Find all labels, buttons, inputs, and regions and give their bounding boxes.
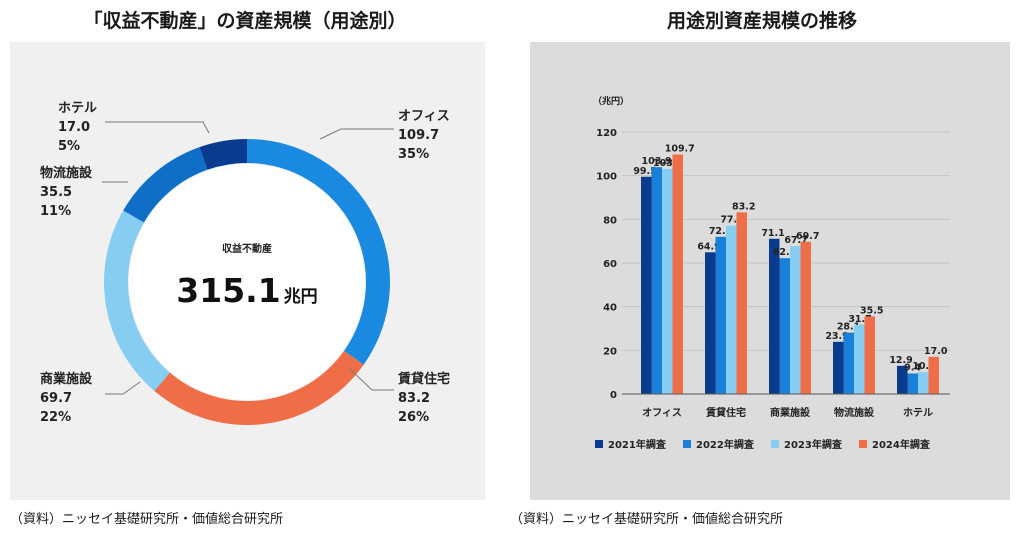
x-category-label-1: 賃貸住宅 — [705, 406, 746, 419]
bar-3-1 — [843, 332, 854, 394]
donut-slice-2 — [103, 210, 170, 391]
bar-chart-panel: （兆円） 0 20 40 60 80 100 120 99.5 103.9 103.1 109.7 オフ… — [530, 42, 1010, 500]
donut-slice-3 — [123, 147, 208, 223]
bar-2-1 — [779, 258, 790, 394]
donut-label-value-2: 69.7 — [40, 391, 72, 406]
donut-chart: オフィス 109.7 35% 賃貸住宅 83.2 26% 商業施設 69.7 22% 物流施設 35… — [40, 101, 450, 426]
bar-3-0 — [833, 341, 844, 394]
bar-1-3 — [736, 212, 747, 394]
bar-1-0 — [705, 252, 716, 394]
donut-label-value-4: 17.0 — [58, 120, 90, 135]
donut-center-total: 315.1 兆円 — [176, 271, 317, 310]
donut-label-value-0: 109.7 — [398, 128, 439, 143]
y-tick-label-5: 100 — [596, 172, 617, 183]
bar-chart-title: 用途別資産規模の推移 — [666, 10, 857, 32]
bar-value-label-2-0: 71.1 — [761, 228, 784, 239]
source-note-right: （資料）ニッセイ基礎研究所・価値総合研究所 — [510, 512, 784, 527]
legend-label-0: 2021年調査 — [608, 438, 667, 451]
donut-leader-line-1 — [349, 368, 394, 391]
donut-label-name-3: 物流施設 — [40, 165, 93, 181]
bar-value-label-1-0: 64.9 — [697, 241, 720, 252]
donut-hole — [129, 164, 365, 400]
bar-value-label-2-1: 62.2 — [773, 247, 796, 258]
bar-value-label-2-2: 67.7 — [784, 235, 807, 246]
bar-value-label-0-3: 109.7 — [665, 143, 695, 154]
bar-2-0 — [769, 238, 780, 394]
donut-label-pct-1: 26% — [398, 410, 429, 425]
bar-1-1 — [715, 236, 726, 394]
donut-slice-1 — [154, 350, 364, 426]
bar-value-label-3-3: 35.5 — [860, 305, 883, 316]
donut-label-name-0: オフィス — [398, 109, 450, 124]
y-axis-unit-label: （兆円） — [593, 95, 629, 107]
bar-value-label-4-0: 12.9 — [889, 355, 912, 366]
source-note-left: （資料）ニッセイ基礎研究所・価値総合研究所 — [10, 512, 284, 527]
donut-label-name-4: ホテル — [58, 101, 97, 116]
x-category-label-3: 物流施設 — [834, 406, 875, 419]
bar-0-1 — [651, 167, 662, 394]
donut-label-pct-0: 35% — [398, 147, 429, 162]
bar-2-2 — [790, 246, 801, 394]
x-category-label-4: ホテル — [903, 407, 933, 419]
bar-3-3 — [864, 316, 875, 394]
bar-2-3 — [800, 241, 811, 394]
bar-4-0 — [897, 365, 908, 394]
donut-leader-line-4 — [105, 121, 210, 134]
donut-center-label: 収益不動産 — [222, 242, 272, 255]
donut-label-value-1: 83.2 — [398, 391, 430, 406]
legend-swatch-0 — [595, 440, 603, 448]
x-category-label-2: 商業施設 — [770, 406, 811, 419]
y-tick-label-4: 80 — [603, 215, 617, 226]
bar-4-3 — [928, 356, 939, 394]
bar-value-label-4-2: 10.0 — [912, 361, 936, 372]
donut-leader-line-0 — [319, 128, 394, 140]
donut-leader-line-2 — [105, 381, 141, 395]
donut-label-name-1: 賃貸住宅 — [397, 371, 450, 387]
bar-value-label-0-1: 103.9 — [642, 156, 672, 167]
legend-swatch-2 — [771, 440, 779, 448]
bar-0-3 — [672, 154, 683, 394]
donut-label-pct-4: 5% — [58, 139, 80, 154]
y-tick-label-0: 0 — [610, 390, 617, 401]
bar-value-label-4-3: 17.0 — [924, 346, 948, 357]
donut-label-pct-3: 11% — [40, 204, 71, 219]
bar-value-label-3-2: 31.7 — [848, 314, 871, 325]
bar-0-2 — [662, 168, 673, 394]
donut-label-pct-2: 22% — [40, 410, 71, 425]
donut-slice-0 — [247, 139, 391, 365]
legend-label-1: 2022年調査 — [696, 438, 755, 451]
donut-label-value-3: 35.5 — [40, 185, 72, 200]
bar-0-0 — [641, 176, 652, 394]
bar-value-label-1-3: 83.2 — [732, 201, 755, 212]
y-tick-label-1: 20 — [603, 346, 617, 357]
donut-chart-title: 「収益不動産」の資産規模（用途別） — [83, 10, 407, 32]
bar-3-2 — [854, 324, 865, 394]
donut-slice-4 — [199, 139, 247, 170]
y-tick-label-2: 40 — [603, 303, 617, 314]
bar-4-2 — [918, 372, 929, 394]
donut-chart-panel: オフィス 109.7 35% 賃貸住宅 83.2 26% 商業施設 69.7 22% 物流施設 35… — [10, 42, 485, 500]
bar-value-label-3-1: 28.1 — [837, 322, 860, 333]
y-tick-label-6: 120 — [596, 128, 617, 139]
legend-label-3: 2024年調査 — [872, 438, 931, 451]
legend-swatch-1 — [683, 440, 691, 448]
legend-swatch-3 — [859, 440, 867, 448]
bar-value-label-0-2: 103.1 — [653, 158, 683, 169]
bar-value-label-1-2: 77.1 — [720, 215, 743, 226]
bar-4-1 — [907, 373, 918, 394]
x-category-label-0: オフィス — [642, 407, 682, 419]
bar-1-2 — [726, 225, 737, 394]
bar-value-label-2-3: 69.7 — [796, 231, 819, 242]
bar-value-label-4-1: 9.4 — [904, 362, 921, 373]
legend-label-2: 2023年調査 — [784, 438, 843, 451]
donut-label-name-2: 商業施設 — [40, 371, 93, 387]
bar-value-label-0-0: 99.5 — [633, 166, 656, 177]
bar-value-label-3-0: 23.9 — [825, 331, 848, 342]
y-tick-label-3: 60 — [603, 259, 617, 270]
bar-value-label-1-1: 72.0 — [709, 226, 733, 237]
